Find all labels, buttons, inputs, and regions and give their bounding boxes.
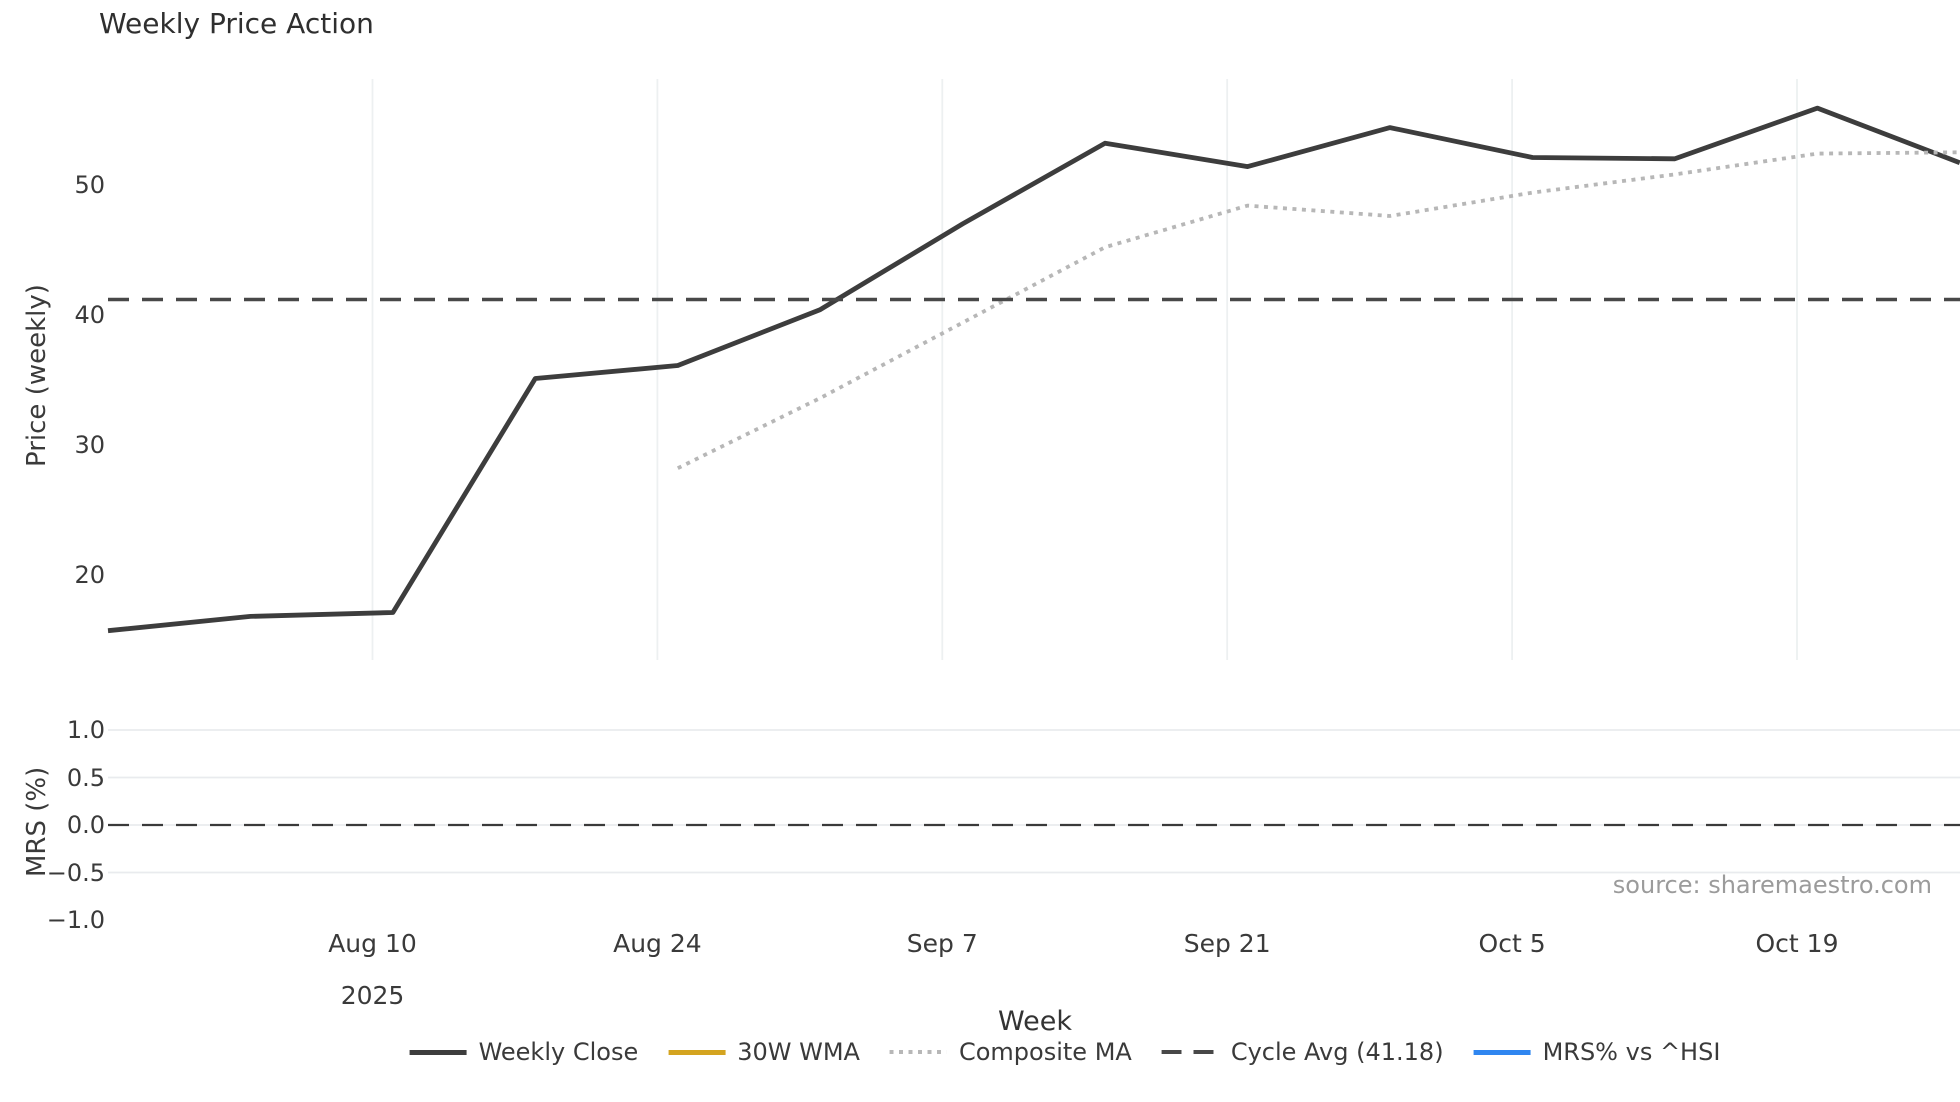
x-tick-year: 2025 <box>340 981 405 1010</box>
legend-label-weekly-close: Weekly Close <box>478 1038 639 1066</box>
composite-ma-dotted-swatch-icon <box>889 1050 947 1054</box>
mrs-ytick: 0.5 <box>66 763 105 792</box>
weekly-close-line <box>107 105 1960 634</box>
wma-line-swatch-icon <box>668 1049 726 1055</box>
legend: Weekly Close 30W WMA Composite MA Cycle … <box>409 1038 1721 1066</box>
mrs-ytick: 1.0 <box>66 716 105 744</box>
x-tick-sep-7: Sep 7 <box>906 929 978 958</box>
chart-title: Weekly Price Action <box>99 7 374 40</box>
legend-label-30w-wma: 30W WMA <box>737 1038 860 1066</box>
legend-item-weekly-close: Weekly Close <box>409 1038 639 1066</box>
x-tick-aug-10: Aug 10 <box>328 929 417 958</box>
legend-item-composite-ma: Composite MA <box>889 1038 1132 1066</box>
legend-label-cycle-avg: Cycle Avg (41.18) <box>1230 1038 1444 1066</box>
mrs-ytick: 0.0 <box>66 811 105 839</box>
mrs-ytick: −0.5 <box>46 858 105 887</box>
price-ytick-20: 20 <box>74 560 105 589</box>
price-ytick-30: 30 <box>74 430 105 459</box>
legend-label-mrs: MRS% vs ^HSI <box>1542 1038 1721 1066</box>
legend-label-composite-ma: Composite MA <box>958 1038 1132 1066</box>
legend-item-30w-wma: 30W WMA <box>668 1038 860 1066</box>
source-attribution: source: sharemaestro.com <box>1612 871 1932 899</box>
legend-item-mrs: MRS% vs ^HSI <box>1473 1038 1721 1066</box>
price-ytick-40: 40 <box>74 300 105 329</box>
mrs-ytick: −1.0 <box>46 906 105 934</box>
x-axis-label: Week <box>998 1006 1072 1037</box>
composite-ma-line <box>676 150 1960 470</box>
mrs-line-swatch-icon <box>1473 1049 1531 1055</box>
price-ytick-50: 50 <box>74 170 105 199</box>
legend-item-cycle-avg: Cycle Avg (41.18) <box>1161 1038 1444 1066</box>
x-tick-oct-19: Oct 19 <box>1755 929 1839 958</box>
x-tick-sep-21: Sep 21 <box>1183 929 1271 958</box>
x-tick-aug-24: Aug 24 <box>613 929 702 958</box>
cycle-avg-dashed-swatch-icon <box>1161 1050 1219 1054</box>
weekly-close-line-swatch-icon <box>409 1049 467 1055</box>
x-tick-oct-5: Oct 5 <box>1478 929 1546 958</box>
